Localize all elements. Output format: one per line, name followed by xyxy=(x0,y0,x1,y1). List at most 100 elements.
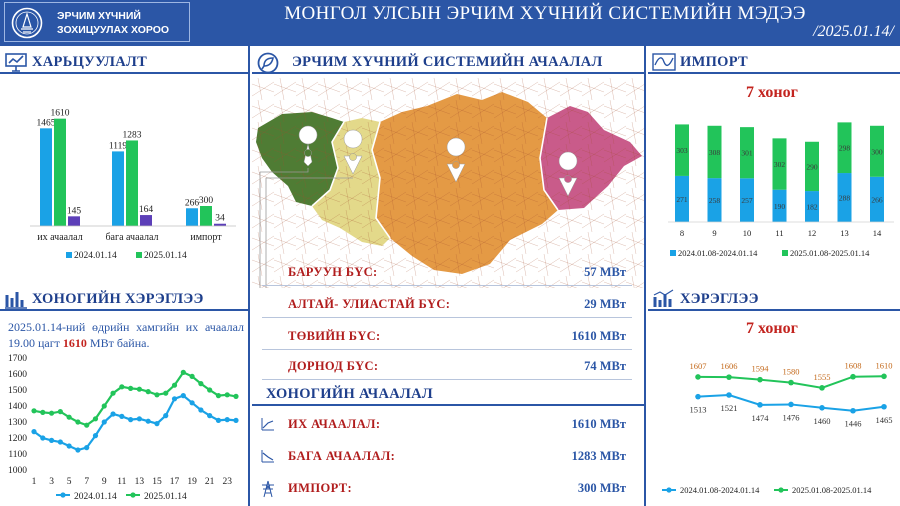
import-category-label: 14 xyxy=(873,228,882,238)
comparison-data-label: 1610 xyxy=(51,109,70,119)
import-category-label: 9 xyxy=(712,228,716,238)
energy-system-icon xyxy=(257,52,279,74)
import-legend-swatch xyxy=(670,250,676,256)
consumption-data-point xyxy=(850,407,856,414)
consumption-legend-marker xyxy=(778,487,784,493)
daily-y-tick-label: 1300 xyxy=(8,418,27,428)
daily-data-point xyxy=(136,386,142,392)
daily-series-line xyxy=(33,371,237,427)
daily-data-point xyxy=(180,393,186,399)
import-data-label: 271 xyxy=(676,195,688,204)
daily-peak-description: 2025.01.14-ний өдрийн хамгийн их ачаалал… xyxy=(8,320,244,350)
daily-data-point xyxy=(189,400,195,406)
consumption-data-label: 1446 xyxy=(845,419,862,429)
import-data-label: 300 xyxy=(871,147,883,156)
consumption-data-point xyxy=(695,393,701,400)
comparison-data-label: 1465 xyxy=(37,118,56,128)
daily-x-tick-label: 1 xyxy=(32,477,37,487)
import-data-label: 258 xyxy=(709,196,721,205)
daily-x-tick-label: 23 xyxy=(222,477,232,487)
daily-x-tick-label: 7 xyxy=(84,477,89,487)
consumption-data-point xyxy=(726,374,732,380)
consumption-legend-marker xyxy=(666,487,672,493)
bar-chart-icon xyxy=(653,289,674,307)
comparison-bar xyxy=(68,216,80,226)
import-data-label: 190 xyxy=(774,202,786,211)
import-data-label: 266 xyxy=(871,195,883,204)
import-legend-swatch xyxy=(782,250,788,256)
consumption-data-label: 1610 xyxy=(876,360,893,370)
consumption-data-label: 1606 xyxy=(721,361,738,371)
consumption-data-point xyxy=(757,376,763,383)
daily-data-point xyxy=(66,443,72,449)
import-bar-segment xyxy=(772,138,787,190)
import-bar-segment xyxy=(740,178,754,222)
daily-x-tick-label: 15 xyxy=(152,477,162,487)
comparison-panel-title: ХАРЬЦУУЛАЛТ xyxy=(0,50,248,74)
header-bar: ЭРЧИМ ХҮЧНИЙ ЗОХИЦУУЛАХ ХОРОО МОНГОЛ УЛС… xyxy=(0,0,900,46)
bar-chart-icon xyxy=(5,292,27,309)
daily-data-point xyxy=(145,418,151,424)
trend-up-icon xyxy=(261,418,274,431)
daily-y-tick-label: 1600 xyxy=(8,370,27,380)
comparison-bar xyxy=(40,128,52,226)
comparison-category-label: бага ачаалал xyxy=(105,232,158,243)
comparison-data-label: 1119 xyxy=(109,141,128,151)
consumption-data-label: 1580 xyxy=(783,367,800,377)
pin-central-icon xyxy=(446,137,466,183)
daily-legend-label: 2024.01.14 xyxy=(74,492,117,502)
daily-data-point xyxy=(207,413,213,419)
consumption-data-point xyxy=(726,392,732,398)
consumption-data-label: 1474 xyxy=(752,413,770,423)
pin-altai-icon xyxy=(343,129,363,175)
consumption-data-point xyxy=(695,374,701,380)
daily-x-tick-label: 21 xyxy=(205,477,215,487)
daily-data-point xyxy=(207,387,213,393)
org-logo: ЭРЧИМ ХҮЧНИЙ ЗОХИЦУУЛАХ ХОРОО xyxy=(4,2,190,42)
consumption-line-chart: 1513 1521 1474 1476 1460 1446 1465 1607 1606 1594… xyxy=(662,360,893,495)
import-data-label: 302 xyxy=(774,160,786,169)
comparison-bar xyxy=(140,215,152,226)
daily-legend-label: 2025.01.14 xyxy=(144,492,187,502)
daily-load-max-row: ИХ АЧААЛАЛ: 1610 МВт xyxy=(256,410,632,440)
daily-data-point xyxy=(40,409,46,415)
daily-data-point xyxy=(31,408,37,414)
comparison-data-label: 300 xyxy=(199,196,214,206)
import-bar-segment xyxy=(675,175,689,222)
line-wave-icon xyxy=(652,53,676,71)
daily-data-point xyxy=(163,390,169,396)
daily-data-point xyxy=(48,410,55,416)
consumption-data-label: 1476 xyxy=(783,412,800,422)
consumption-data-point xyxy=(850,373,856,380)
comparison-category-label: импорт xyxy=(190,232,222,243)
daily-data-point xyxy=(163,413,169,419)
daily-consumption-panel-title: ХОНОГИЙН ХЭРЭГЛЭЭ xyxy=(0,287,248,311)
daily-data-point xyxy=(92,433,99,439)
comparison-legend-label: 2025.01.14 xyxy=(144,251,187,261)
daily-data-point xyxy=(233,417,239,423)
import-category-label: 11 xyxy=(775,228,783,238)
daily-y-tick-label: 1500 xyxy=(8,386,27,396)
import-data-label: 288 xyxy=(839,194,851,203)
daily-data-point xyxy=(171,396,178,402)
comparison-legend-swatch xyxy=(136,252,142,258)
daily-data-point xyxy=(48,437,55,443)
consumption-legend-label: 2024.01.08-2024.01.14 xyxy=(680,485,760,495)
import-bar-segment xyxy=(772,189,787,222)
comparison-legend-label: 2024.01.14 xyxy=(74,251,117,261)
daily-data-point xyxy=(75,447,81,453)
daily-data-point xyxy=(128,385,134,391)
daily-data-point xyxy=(154,421,160,427)
daily-y-tick-label: 1100 xyxy=(8,450,27,460)
import-category-label: 8 xyxy=(680,228,684,238)
daily-y-tick-label: 1700 xyxy=(8,354,27,364)
import-bar-segment xyxy=(805,191,819,222)
report-date: /2025.01.14/ xyxy=(813,23,894,40)
consumption-data-label: 1460 xyxy=(814,416,831,426)
comparison-legend-swatch xyxy=(66,252,72,258)
daily-x-tick-label: 9 xyxy=(102,477,107,487)
daily-data-point xyxy=(84,445,90,451)
region-row-altai: АЛТАЙ- УЛИАСТАЙ БҮС: 29 МВт xyxy=(262,290,632,318)
daily-data-point xyxy=(31,429,37,435)
comparison-data-label: 164 xyxy=(139,205,154,215)
